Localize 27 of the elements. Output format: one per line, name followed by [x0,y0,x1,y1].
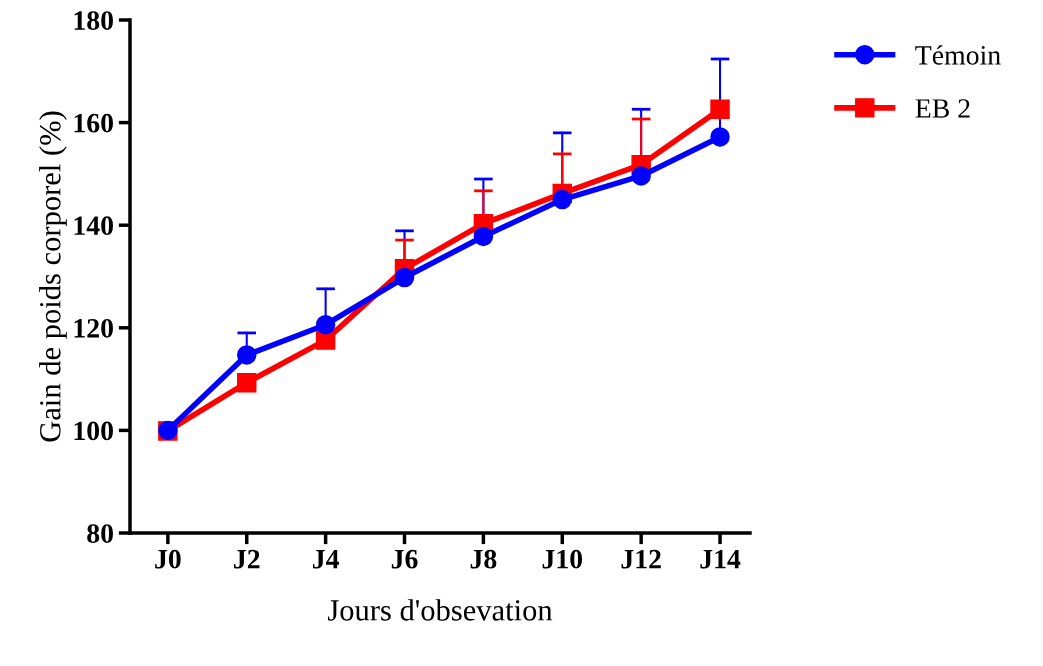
point [552,189,572,210]
x-tick-label: J4 [312,549,339,569]
x-tick-label: J14 [700,549,741,569]
x-axis-title: Jours d'obsevation [327,599,553,621]
y-tick-label: 180 [74,11,113,30]
point [394,267,415,288]
x-tick-label: J8 [470,549,497,569]
y-tick-label: 120 [74,318,113,338]
legend-label: EB 2 [915,99,970,118]
point [237,372,257,393]
y-tick-label: 160 [74,113,113,133]
x-tick-label: J10 [542,549,583,569]
legend-label: Témoin [915,45,1001,65]
point [631,166,651,186]
x-tick-label: J6 [391,549,418,569]
point [237,345,257,365]
x-tick-label: J0 [155,549,181,569]
point [710,127,730,147]
y-tick-label: 100 [74,421,113,441]
y-tick-label: 80 [87,524,113,543]
point [473,226,494,247]
point [710,99,730,119]
y-axis-title: Gain de poids corporel (%) [39,111,67,442]
x-tick-label: J2 [234,549,260,569]
x-tick-label: J12 [621,549,661,569]
point [315,314,336,335]
y-tick-label: 140 [74,216,113,236]
